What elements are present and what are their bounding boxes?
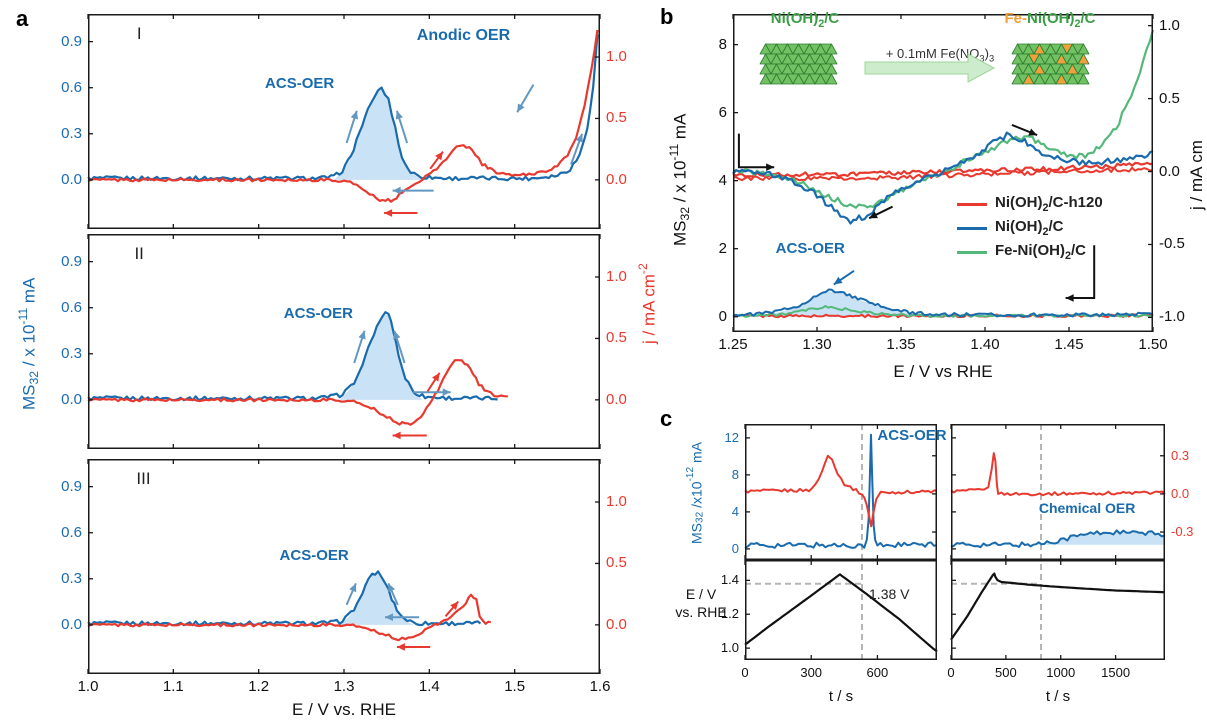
annotation: ACS-OER (283, 305, 353, 323)
panel-c-xlabel-right: t / s (1045, 688, 1071, 705)
panel-c-ylabel-e-line2: vs. RHE (675, 603, 727, 620)
chart-a-subplot-3: 1.0 1.1 1.2 1.3 1.4 1.5 1.6 0.0 0.3 0.6 0.9 0.0 0.5 1… (61, 459, 627, 695)
legend-swatch-green (957, 250, 987, 254)
legend-swatch-blue (957, 226, 987, 230)
panel-c-xlabel-left: t / s (828, 688, 854, 705)
chart-a-subplot-2: 0.0 0.3 0.6 0.9 0.0 0.5 1.0 II ACS-OER (61, 234, 627, 449)
panel-a: a MS32 / x 10-11 mA j / mA cm-2 0.0 0.3 0.… (8, 4, 659, 720)
annotation: ACS-OER (265, 74, 335, 92)
annotation: 1.38 V (869, 585, 910, 602)
panel-a-ylabel-left: MS32 / x 10-11 mA (16, 277, 42, 411)
legend-item-h120: Ni(OH)2/C-h120 (957, 192, 1103, 216)
legend-label-fenioh: Fe-Ni(OH)2/C (995, 242, 1087, 262)
annotation: Chemical OER (1038, 500, 1136, 517)
chart-b: 1.25 1.30 1.35 1.40 1.45 1.50 0 2 4 6 8 1.0 0.5 0.0 -0… (718, 14, 1185, 353)
annotation: III (136, 468, 151, 488)
legend-swatch-red (957, 202, 987, 206)
panel-b-label: b (660, 4, 674, 29)
panel-a-xlabel: E / V vs. RHE (292, 700, 396, 719)
annotation: ACS-OER (877, 426, 947, 444)
panel-c-ylabel-ms: MS32 /x10-12 mA (685, 441, 706, 545)
panel-c: c MS32 /x10-12 mA E / V vs. RHE 0 4 8 12 ACS… (655, 402, 1207, 724)
panel-c-ylabel-e-line1: E / V (685, 586, 717, 602)
legend: Ni(OH)2/C-h120 Ni(OH)2/C Fe-Ni(OH)2/C (957, 192, 1103, 264)
inset-canvas (740, 30, 1180, 108)
panel-a-label: a (16, 6, 29, 31)
inset-right-label-rest: Ni(OH)2/C (1026, 10, 1096, 30)
panel-c-ylabel-e: E / V vs. RHE (669, 586, 733, 621)
chart-c-left-top: 0 4 8 12 ACS-OER (725, 424, 947, 560)
chart-c-right-top: 0.3 0.0 -0.3 Chemical OER (950, 424, 1193, 560)
panel-b-ylabel-right: j / mA cm (1187, 140, 1206, 210)
legend-label-h120: Ni(OH)2/C-h120 (995, 194, 1103, 214)
chart-c-right-bottom: 0 500 1000 1500 (947, 560, 1166, 680)
panel-b-ylabel-left: MS32 / x 10-11 mA (667, 113, 693, 247)
inset-arrow-text: + 0.1mM Fe(NO3)3 (885, 46, 995, 64)
inset-right-label: Fe-Ni(OH)2/C (975, 10, 1125, 30)
chart-a-subplot-1: 0.0 0.3 0.6 0.9 0.0 0.5 1.0 I ACS-OER Anodic OER (61, 14, 627, 229)
chart-c-left-bottom: 0 300 600 1.0 1.2 1.4 1.38 V (721, 560, 938, 680)
inset-left-label: Ni(OH)2/C (740, 10, 870, 30)
legend-item-nioh: Ni(OH)2/C (957, 216, 1103, 240)
inset-right-label-fe: Fe- (1004, 10, 1027, 27)
annotation: II (134, 243, 144, 263)
inset-left-label-text: Ni(OH)2/C (770, 10, 840, 30)
annotation: ACS-OER (775, 240, 845, 258)
annotation: I (136, 23, 142, 43)
panel-b-xlabel: E / V vs RHE (893, 362, 993, 381)
annotation: Anodic OER (416, 27, 511, 45)
legend-item-fenioh: Fe-Ni(OH)2/C (957, 240, 1103, 264)
panel-c-label: c (660, 406, 673, 431)
annotation: ACS-OER (279, 547, 349, 565)
legend-label-nioh: Ni(OH)2/C (995, 218, 1064, 238)
panel-b: b MS32 / x 10-11 mA j / mA cm 1.25 1.30 1.… (655, 0, 1207, 402)
